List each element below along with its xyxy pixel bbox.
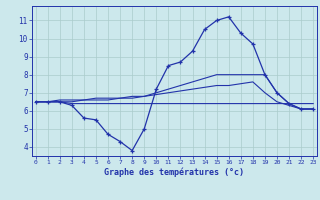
X-axis label: Graphe des températures (°c): Graphe des températures (°c) xyxy=(104,168,244,177)
